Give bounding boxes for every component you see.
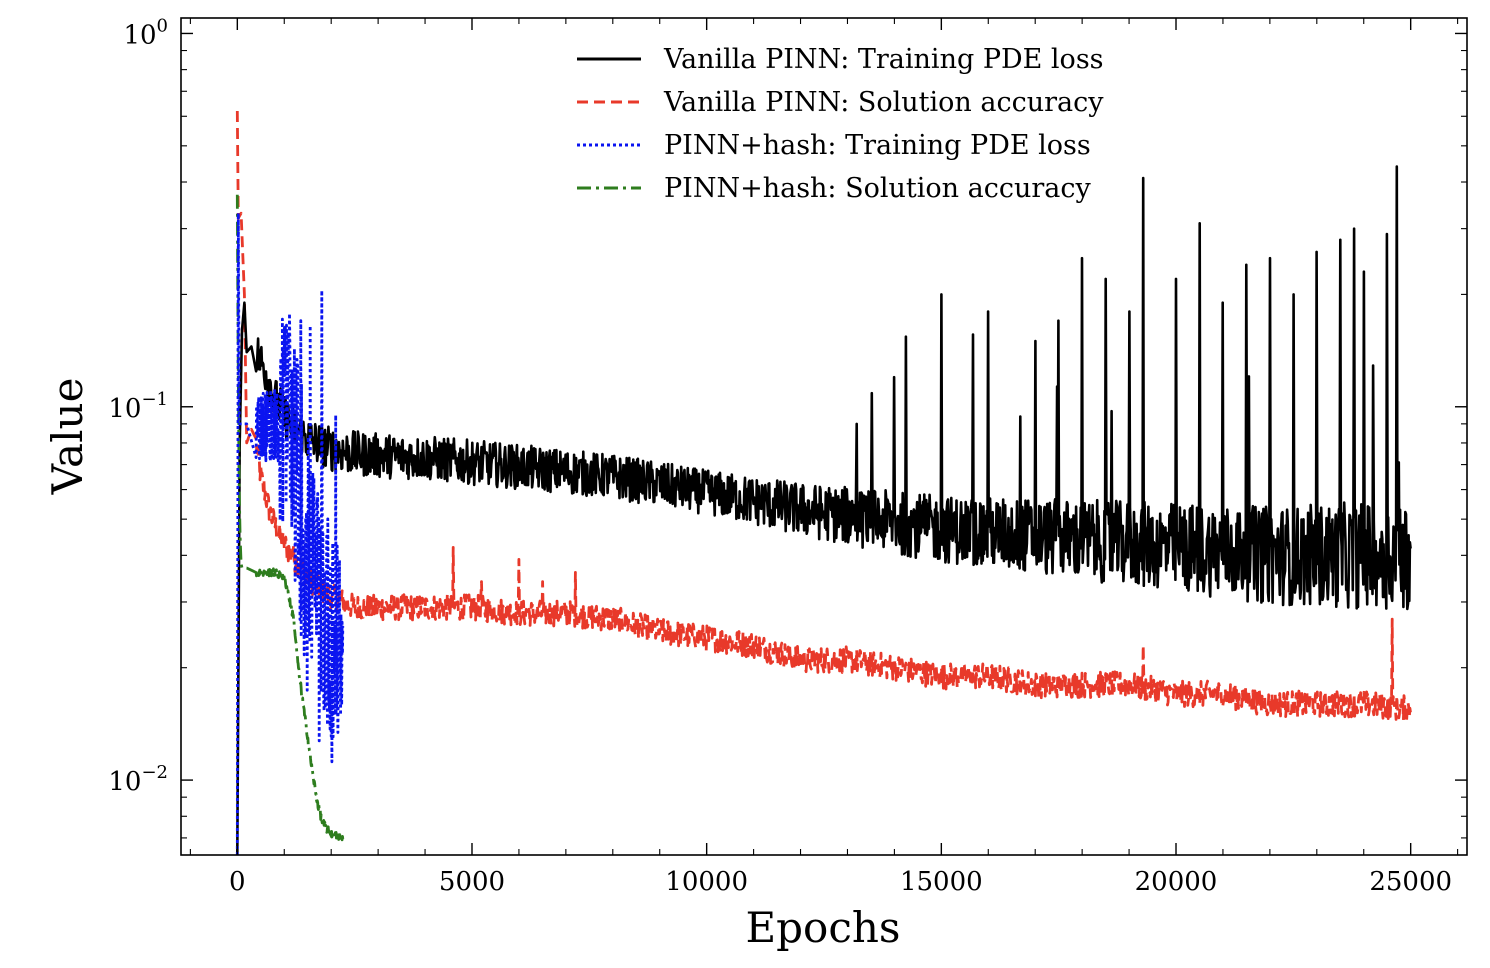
series-line-3: [235, 194, 345, 842]
y-tick-label: 10−2: [108, 762, 168, 797]
x-tick-label: 0: [229, 867, 246, 897]
legend-label-1: Vanilla PINN: Solution accuracy: [663, 87, 1104, 118]
y-tick-label: 100: [123, 15, 168, 50]
series-layer: [235, 110, 1412, 855]
y-axis-title: Value: [43, 378, 92, 496]
legend-label-2: PINN+hash: Training PDE loss: [664, 130, 1091, 161]
axes-layer: 0 5000 10000 15000 20000 25000 100 10−1 10−2: [108, 15, 1468, 897]
series-line-2: [235, 211, 345, 855]
plot-area: [235, 110, 1412, 855]
x-axis-title: Epochs: [746, 903, 901, 952]
legend-label-3: PINN+hash: Solution accuracy: [664, 173, 1091, 204]
legend: Vanilla PINN: Training PDE loss Vanilla P…: [577, 44, 1104, 204]
x-tick-label: 20000: [1135, 867, 1218, 897]
x-tick-label: 10000: [665, 867, 748, 897]
legend-label-0: Vanilla PINN: Training PDE loss: [663, 44, 1104, 75]
x-tick-label: 15000: [900, 867, 983, 897]
x-tick-label: 25000: [1369, 867, 1452, 897]
plot-frame: [180, 17, 1468, 856]
series-line-0: [236, 165, 1412, 855]
series-line-1: [235, 110, 1412, 723]
y-tick-label: 10−1: [108, 389, 168, 424]
x-tick-label: 5000: [439, 867, 505, 897]
